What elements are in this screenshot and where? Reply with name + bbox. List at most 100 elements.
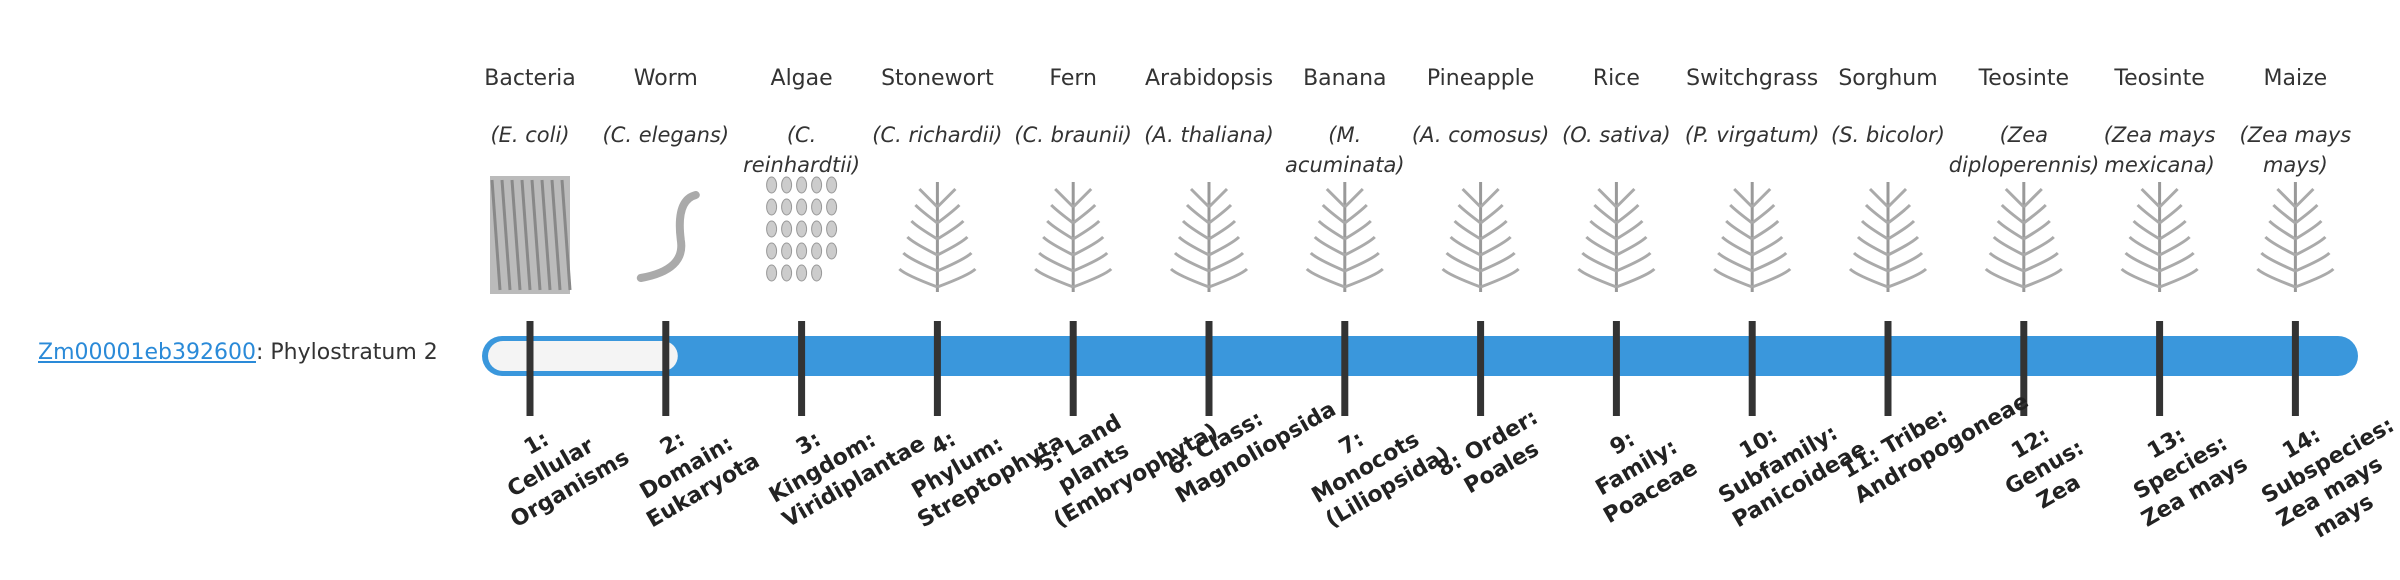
organism-illustration [1305, 182, 1384, 292]
illustration-part [1181, 219, 1210, 241]
illustration-part [1887, 267, 1928, 289]
illustration-part [2260, 251, 2296, 273]
species-name: (E. coli) [490, 123, 570, 147]
illustration-part [2128, 235, 2161, 257]
gene-link[interactable]: Zm00001eb392600 [38, 340, 256, 365]
illustration-part [510, 179, 522, 291]
illustration-part [1479, 187, 1500, 209]
organism-illustration [898, 182, 977, 292]
organism-illustration [1713, 182, 1792, 292]
organism-illustration [2256, 182, 2335, 292]
illustration-part [1751, 267, 1792, 289]
illustration-part [1615, 235, 1648, 257]
illustration-part [2000, 203, 2025, 225]
illustration-part [2120, 267, 2161, 289]
illustration-part [781, 264, 793, 282]
illustration-part [2294, 267, 2335, 289]
organism-illustration [2120, 182, 2199, 292]
illustration-part [1581, 251, 1617, 273]
illustration-part [1449, 235, 1482, 257]
illustration-part [1751, 235, 1784, 257]
illustration-part [1615, 267, 1656, 289]
illustration-part [1207, 187, 1229, 209]
illustration-part [811, 198, 823, 216]
illustration-part [2140, 187, 2161, 209]
illustration-part [781, 242, 793, 260]
illustration-part [811, 242, 823, 260]
illustration-part [1887, 219, 1916, 241]
illustration-part [936, 203, 961, 225]
illustration-part [826, 198, 838, 216]
illustration-part [1984, 267, 2025, 289]
illustration-part [1887, 251, 1924, 273]
illustration-part [898, 267, 938, 289]
illustration-part [766, 264, 778, 282]
illustration-part [1046, 219, 1074, 241]
illustration-part [2158, 219, 2187, 241]
illustration-part [1852, 251, 1889, 273]
illustration-part [1208, 235, 1241, 257]
species-name: (M. acuminata) [1285, 123, 1405, 177]
illustration-part [1309, 251, 1346, 273]
illustration-part [2023, 267, 2063, 289]
illustration-part [2004, 187, 2025, 209]
illustration-part [1317, 219, 1346, 241]
species-name: (C. braunii) [1014, 123, 1132, 147]
illustration-part [1441, 267, 1482, 289]
illustration-part [1313, 235, 1346, 257]
illustration-part [1992, 235, 2025, 257]
illustration-part [2294, 219, 2323, 241]
illustration-part [1344, 251, 1380, 273]
gene-suffix: : Phylostratum 2 [255, 340, 438, 365]
illustration-part [936, 187, 957, 209]
illustration-part [1072, 235, 1105, 257]
illustration-part [2294, 187, 2315, 209]
illustration-part [520, 179, 532, 291]
organism-illustration [1577, 182, 1656, 292]
illustration-part [1169, 267, 1210, 289]
illustration-part [2256, 267, 2296, 289]
illustration-part [490, 179, 502, 291]
illustration-part [1615, 203, 1640, 225]
gene-label: Zm00001eb392600: Phylostratum 2 [38, 340, 438, 365]
organism-name: Teosinte [2114, 66, 2205, 91]
illustration-part [1887, 235, 1920, 257]
organism-name: Pineapple [1426, 66, 1535, 91]
species-name: (A. comosus) [1411, 123, 1550, 147]
illustration-part [1615, 219, 1644, 241]
organism-illustration [490, 176, 572, 294]
organism-illustration [1034, 182, 1113, 292]
illustration-part [2294, 251, 2331, 273]
organism-name: Maize [2263, 66, 2328, 91]
illustration-part [1054, 187, 1075, 209]
illustration-part [796, 176, 808, 194]
organism-name: Fern [1049, 66, 1097, 91]
stratum-fill [488, 341, 678, 371]
illustration-part [2268, 219, 2297, 241]
illustration-part [1713, 267, 1753, 289]
illustration-part [2158, 235, 2191, 257]
illustration-part [826, 220, 838, 238]
species-name: (Zea mays mays) [2239, 123, 2352, 177]
illustration-part [1034, 267, 1074, 289]
illustration-part [2023, 251, 2059, 273]
illustration-part [766, 176, 778, 194]
organism-illustration [1441, 182, 1520, 292]
illustration-part [936, 235, 969, 257]
illustration-part [1479, 219, 1508, 241]
species-name: (Zea diploperennis) [1948, 123, 2100, 177]
illustration-part [2023, 235, 2055, 257]
illustration-part [811, 220, 823, 238]
timeline-bar [482, 336, 2358, 376]
illustration-part [1733, 187, 1754, 209]
illustration-part [914, 203, 939, 225]
illustration-part [936, 219, 965, 241]
illustration-part [1344, 219, 1372, 241]
illustration-part [766, 242, 778, 260]
illustration-part [1038, 251, 1074, 273]
illustration-part [1208, 251, 1245, 273]
species-name: (C. elegans) [602, 123, 730, 147]
illustration-part [781, 198, 793, 216]
illustration-part [811, 264, 823, 282]
